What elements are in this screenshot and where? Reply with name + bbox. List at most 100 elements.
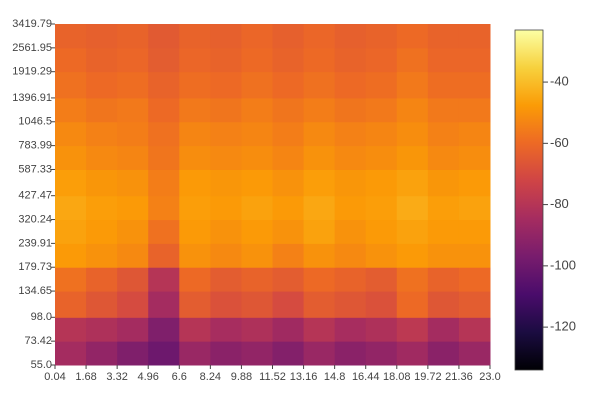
y-tick-label: 1046.5 <box>18 116 52 128</box>
heatmap-cell <box>241 317 273 342</box>
heatmap-cell <box>458 145 491 170</box>
heatmap-cell <box>427 71 460 99</box>
heatmap-cell <box>303 291 336 318</box>
colorbar-tick-label: -120 <box>550 319 576 334</box>
x-tick-label: 11.52 <box>259 371 286 383</box>
heatmap-cell <box>334 24 367 49</box>
heatmap-cell <box>86 71 118 99</box>
heatmap-cell <box>396 291 429 318</box>
heatmap-cell <box>241 121 273 147</box>
heatmap-cell <box>334 71 367 99</box>
x-tick-label: 0.04 <box>44 371 65 383</box>
heatmap-cell <box>179 169 211 197</box>
y-tick-label: 320.24 <box>18 213 52 225</box>
heatmap-cell <box>179 243 211 268</box>
heatmap-cell <box>148 169 180 197</box>
heatmap-cell <box>210 97 242 123</box>
heatmap-cell <box>148 267 180 292</box>
heatmap-cell <box>179 341 211 366</box>
y-tick-label: 179.73 <box>18 261 52 273</box>
heatmap-cell <box>303 195 336 221</box>
y-tick-label: 55.0 <box>31 359 52 371</box>
heatmap-cell <box>148 145 180 170</box>
heatmap-cell <box>272 71 305 99</box>
heatmap-cell <box>365 97 398 123</box>
heatmap-cell <box>334 47 367 73</box>
heatmap-cell <box>55 267 87 292</box>
heatmap-cell <box>427 267 460 292</box>
heatmap-cell <box>148 291 180 318</box>
heatmap-cell <box>303 71 336 99</box>
heatmap-cell <box>334 219 367 244</box>
heatmap-cell <box>86 24 118 49</box>
heatmap-cell <box>117 24 149 49</box>
heatmap-cell <box>334 341 367 366</box>
heatmap-cell <box>55 195 87 221</box>
y-tick-label: 587.33 <box>18 163 52 175</box>
heatmap-cell <box>272 267 305 292</box>
heatmap-cell <box>396 145 429 170</box>
heatmap-cell <box>458 341 491 366</box>
heatmap-cell <box>365 47 398 73</box>
heatmap-cell <box>303 219 336 244</box>
heatmap-cell <box>179 267 211 292</box>
heatmap-cell <box>241 291 273 318</box>
heatmap-cell <box>117 47 149 73</box>
heatmap-cell <box>427 97 460 123</box>
heatmap-cell <box>210 47 242 73</box>
heatmap-cell <box>334 145 367 170</box>
heatmap-cell <box>55 341 87 366</box>
x-tick-label: 18.08 <box>383 371 411 383</box>
heatmap-cell <box>334 169 367 197</box>
y-tick-label: 98.0 <box>31 311 52 323</box>
heatmap-cell <box>458 24 491 49</box>
heatmap-cell <box>148 341 180 366</box>
colorbar-tick-label: -60 <box>550 135 569 150</box>
heatmap-cell <box>241 195 273 221</box>
heatmap-cell <box>272 47 305 73</box>
heatmap-cell <box>272 219 305 244</box>
heatmap-cell <box>458 97 491 123</box>
heatmap-cell <box>241 47 273 73</box>
heatmap-cell <box>272 317 305 342</box>
heatmap-cell <box>303 47 336 73</box>
heatmap-cell <box>117 97 149 123</box>
heatmap-cell <box>365 169 398 197</box>
heatmap-cell <box>272 145 305 170</box>
heatmap-cell <box>210 24 242 49</box>
heatmap-cell <box>396 317 429 342</box>
y-tick-label: 3419.79 <box>12 18 52 30</box>
heatmap-cell <box>334 121 367 147</box>
heatmap-cell <box>148 121 180 147</box>
heatmap-cell <box>365 121 398 147</box>
colorbar-tick-label: -40 <box>550 74 569 89</box>
y-tick-label: 134.65 <box>18 285 52 297</box>
heatmap-cell <box>272 291 305 318</box>
heatmap-cell <box>117 195 149 221</box>
y-tick-label: 73.42 <box>24 335 52 347</box>
heatmap-cell <box>272 169 305 197</box>
heatmap-cell <box>334 291 367 318</box>
heatmap-cell <box>210 169 242 197</box>
heatmap-cell <box>210 121 242 147</box>
heatmap-cell <box>55 291 87 318</box>
heatmap-cell <box>303 317 336 342</box>
heatmap-cell <box>210 195 242 221</box>
y-tick-label: 1396.91 <box>12 92 52 104</box>
y-tick-label: 1919.29 <box>12 66 52 78</box>
heatmap-cell <box>117 145 149 170</box>
heatmap-cell <box>179 47 211 73</box>
heatmap-cell <box>303 243 336 268</box>
heatmap-cell <box>334 317 367 342</box>
heatmap-cell <box>396 71 429 99</box>
heatmap-cell <box>179 145 211 170</box>
heatmap-cell <box>365 267 398 292</box>
heatmap-cell <box>210 341 242 366</box>
heatmap-cell <box>272 195 305 221</box>
heatmap-cell <box>148 243 180 268</box>
heatmap-cell <box>334 243 367 268</box>
heatmap-cell <box>334 97 367 123</box>
heatmap-cell <box>117 121 149 147</box>
x-tick-label: 9.88 <box>231 371 252 383</box>
